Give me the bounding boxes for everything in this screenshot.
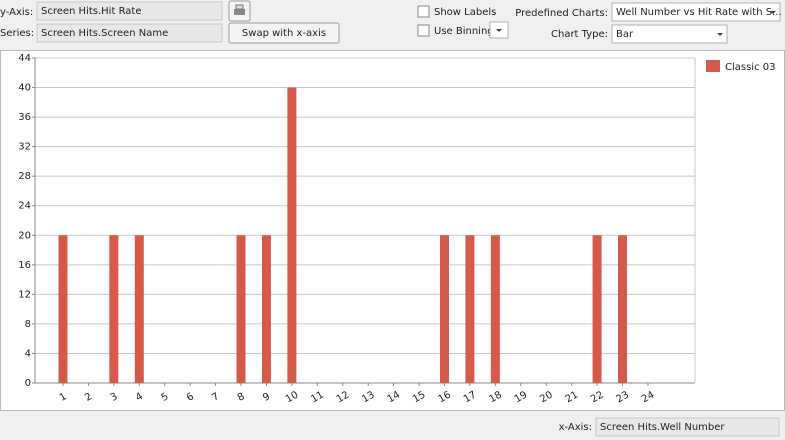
use-binning-text: Use Binning <box>434 26 494 37</box>
bar <box>287 87 297 383</box>
bar <box>134 235 144 383</box>
y-tick-label: 32 <box>18 142 31 153</box>
dropdown-arrow <box>770 11 776 14</box>
y-tick-label: 8 <box>25 319 31 330</box>
x-tick-label: 7 <box>210 391 221 404</box>
chart-type-combo[interactable] <box>611 24 728 44</box>
series-label: Series: <box>0 28 34 39</box>
y-tick-label: 44 <box>18 53 31 64</box>
x-axis-field[interactable] <box>595 417 780 437</box>
show-labels-text: Show Labels <box>434 7 496 18</box>
y-axis-field[interactable] <box>36 1 223 21</box>
x-tick-label: 2 <box>83 391 94 404</box>
x-axis-value: Screen Hits.Well Number <box>600 422 725 433</box>
bar <box>236 235 246 383</box>
chart-type-label: Chart Type: <box>551 29 608 40</box>
y-tick-label: 12 <box>18 289 31 300</box>
y-axis-value: Screen Hits.Hit Rate <box>41 6 142 17</box>
dropdown-arrow <box>717 33 723 36</box>
swap-button[interactable] <box>228 22 340 44</box>
legend-swatch <box>706 60 720 72</box>
x-tick-label: 4 <box>134 391 145 404</box>
y-tick-label: 28 <box>18 171 31 182</box>
x-tick-label: 8 <box>236 391 247 404</box>
x-tick-label: 6 <box>185 391 196 404</box>
show-labels-checkbox[interactable] <box>417 5 430 18</box>
legend-label: Classic 03 <box>725 62 776 73</box>
x-axis-label: x-Axis: <box>559 422 592 433</box>
predefined-label: Predefined Charts: <box>515 8 608 19</box>
y-tick-label: 4 <box>25 348 31 359</box>
y-tick-label: 16 <box>18 260 31 271</box>
series-value: Screen Hits.Screen Name <box>41 28 168 39</box>
bar <box>490 235 500 383</box>
bar <box>261 235 271 383</box>
print-icon <box>234 9 245 15</box>
y-tick-label: 0 <box>25 378 31 389</box>
use-binning-checkbox[interactable] <box>417 24 430 37</box>
y-tick-label: 24 <box>18 201 31 212</box>
bar <box>58 235 68 383</box>
x-tick-label: 3 <box>109 391 120 404</box>
chart-type-value: Bar <box>616 29 634 40</box>
predefined-combo[interactable] <box>611 2 781 22</box>
predefined-value: Well Number vs Hit Rate with S... <box>616 7 782 18</box>
y-tick-label: 36 <box>18 112 31 123</box>
chart-panel <box>0 50 785 411</box>
swap-button-text: Swap with x-axis <box>242 28 326 39</box>
x-tick-label: 9 <box>261 391 272 404</box>
x-tick-label: 5 <box>159 391 170 404</box>
bar <box>439 235 449 383</box>
print-icon-paper <box>235 4 244 10</box>
bar <box>109 235 119 383</box>
x-tick-label: 1 <box>58 391 69 404</box>
y-tick-label: 40 <box>18 83 31 94</box>
series-field[interactable] <box>36 23 223 43</box>
bar <box>465 235 475 383</box>
bar <box>592 235 602 383</box>
bar <box>618 235 628 383</box>
dropdown-arrow <box>496 29 502 32</box>
y-axis-label: y-Axis: <box>0 7 33 18</box>
y-tick-label: 20 <box>18 230 31 241</box>
